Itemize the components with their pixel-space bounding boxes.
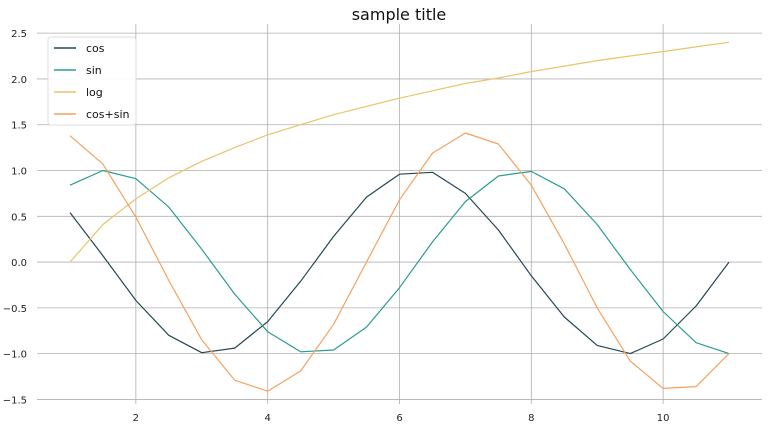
- legend-label: sin: [86, 64, 102, 77]
- legend: cos sin log cos+sin: [47, 36, 137, 126]
- y-tick-label: −1.0: [3, 350, 27, 361]
- plot-area: [69, 41, 730, 392]
- x-axis: 2 4 6 8 10: [133, 413, 670, 424]
- y-tick-label: −0.5: [3, 304, 27, 315]
- x-tick-label: 2: [133, 413, 139, 424]
- y-axis: −1.5 −1.0 −0.5 0.0 0.5 1.0 1.5 2.0 2.5: [3, 29, 27, 406]
- legend-box: [47, 36, 137, 126]
- y-tick-label: 2.0: [11, 75, 27, 86]
- series-line-cos: [69, 171, 730, 355]
- x-tick-label: 4: [264, 413, 270, 424]
- x-tick-label: 10: [657, 413, 670, 424]
- legend-label: log: [86, 86, 103, 99]
- y-tick-label: 1.0: [11, 167, 27, 178]
- series-line-sin: [69, 169, 730, 355]
- grid-lines: [37, 24, 762, 404]
- chart-title: sample title: [352, 5, 447, 24]
- series-line-cos+sin: [69, 132, 730, 392]
- y-tick-label: 1.5: [11, 121, 27, 132]
- y-tick-label: 0.0: [11, 258, 27, 269]
- x-tick-label: 8: [528, 413, 534, 424]
- legend-label: cos+sin: [86, 108, 130, 121]
- legend-label: cos: [86, 42, 105, 55]
- series-line-log: [69, 41, 730, 263]
- x-tick-label: 6: [396, 413, 402, 424]
- y-tick-label: 2.5: [11, 29, 27, 40]
- y-tick-label: −1.5: [3, 395, 27, 406]
- y-tick-label: 0.5: [11, 212, 27, 223]
